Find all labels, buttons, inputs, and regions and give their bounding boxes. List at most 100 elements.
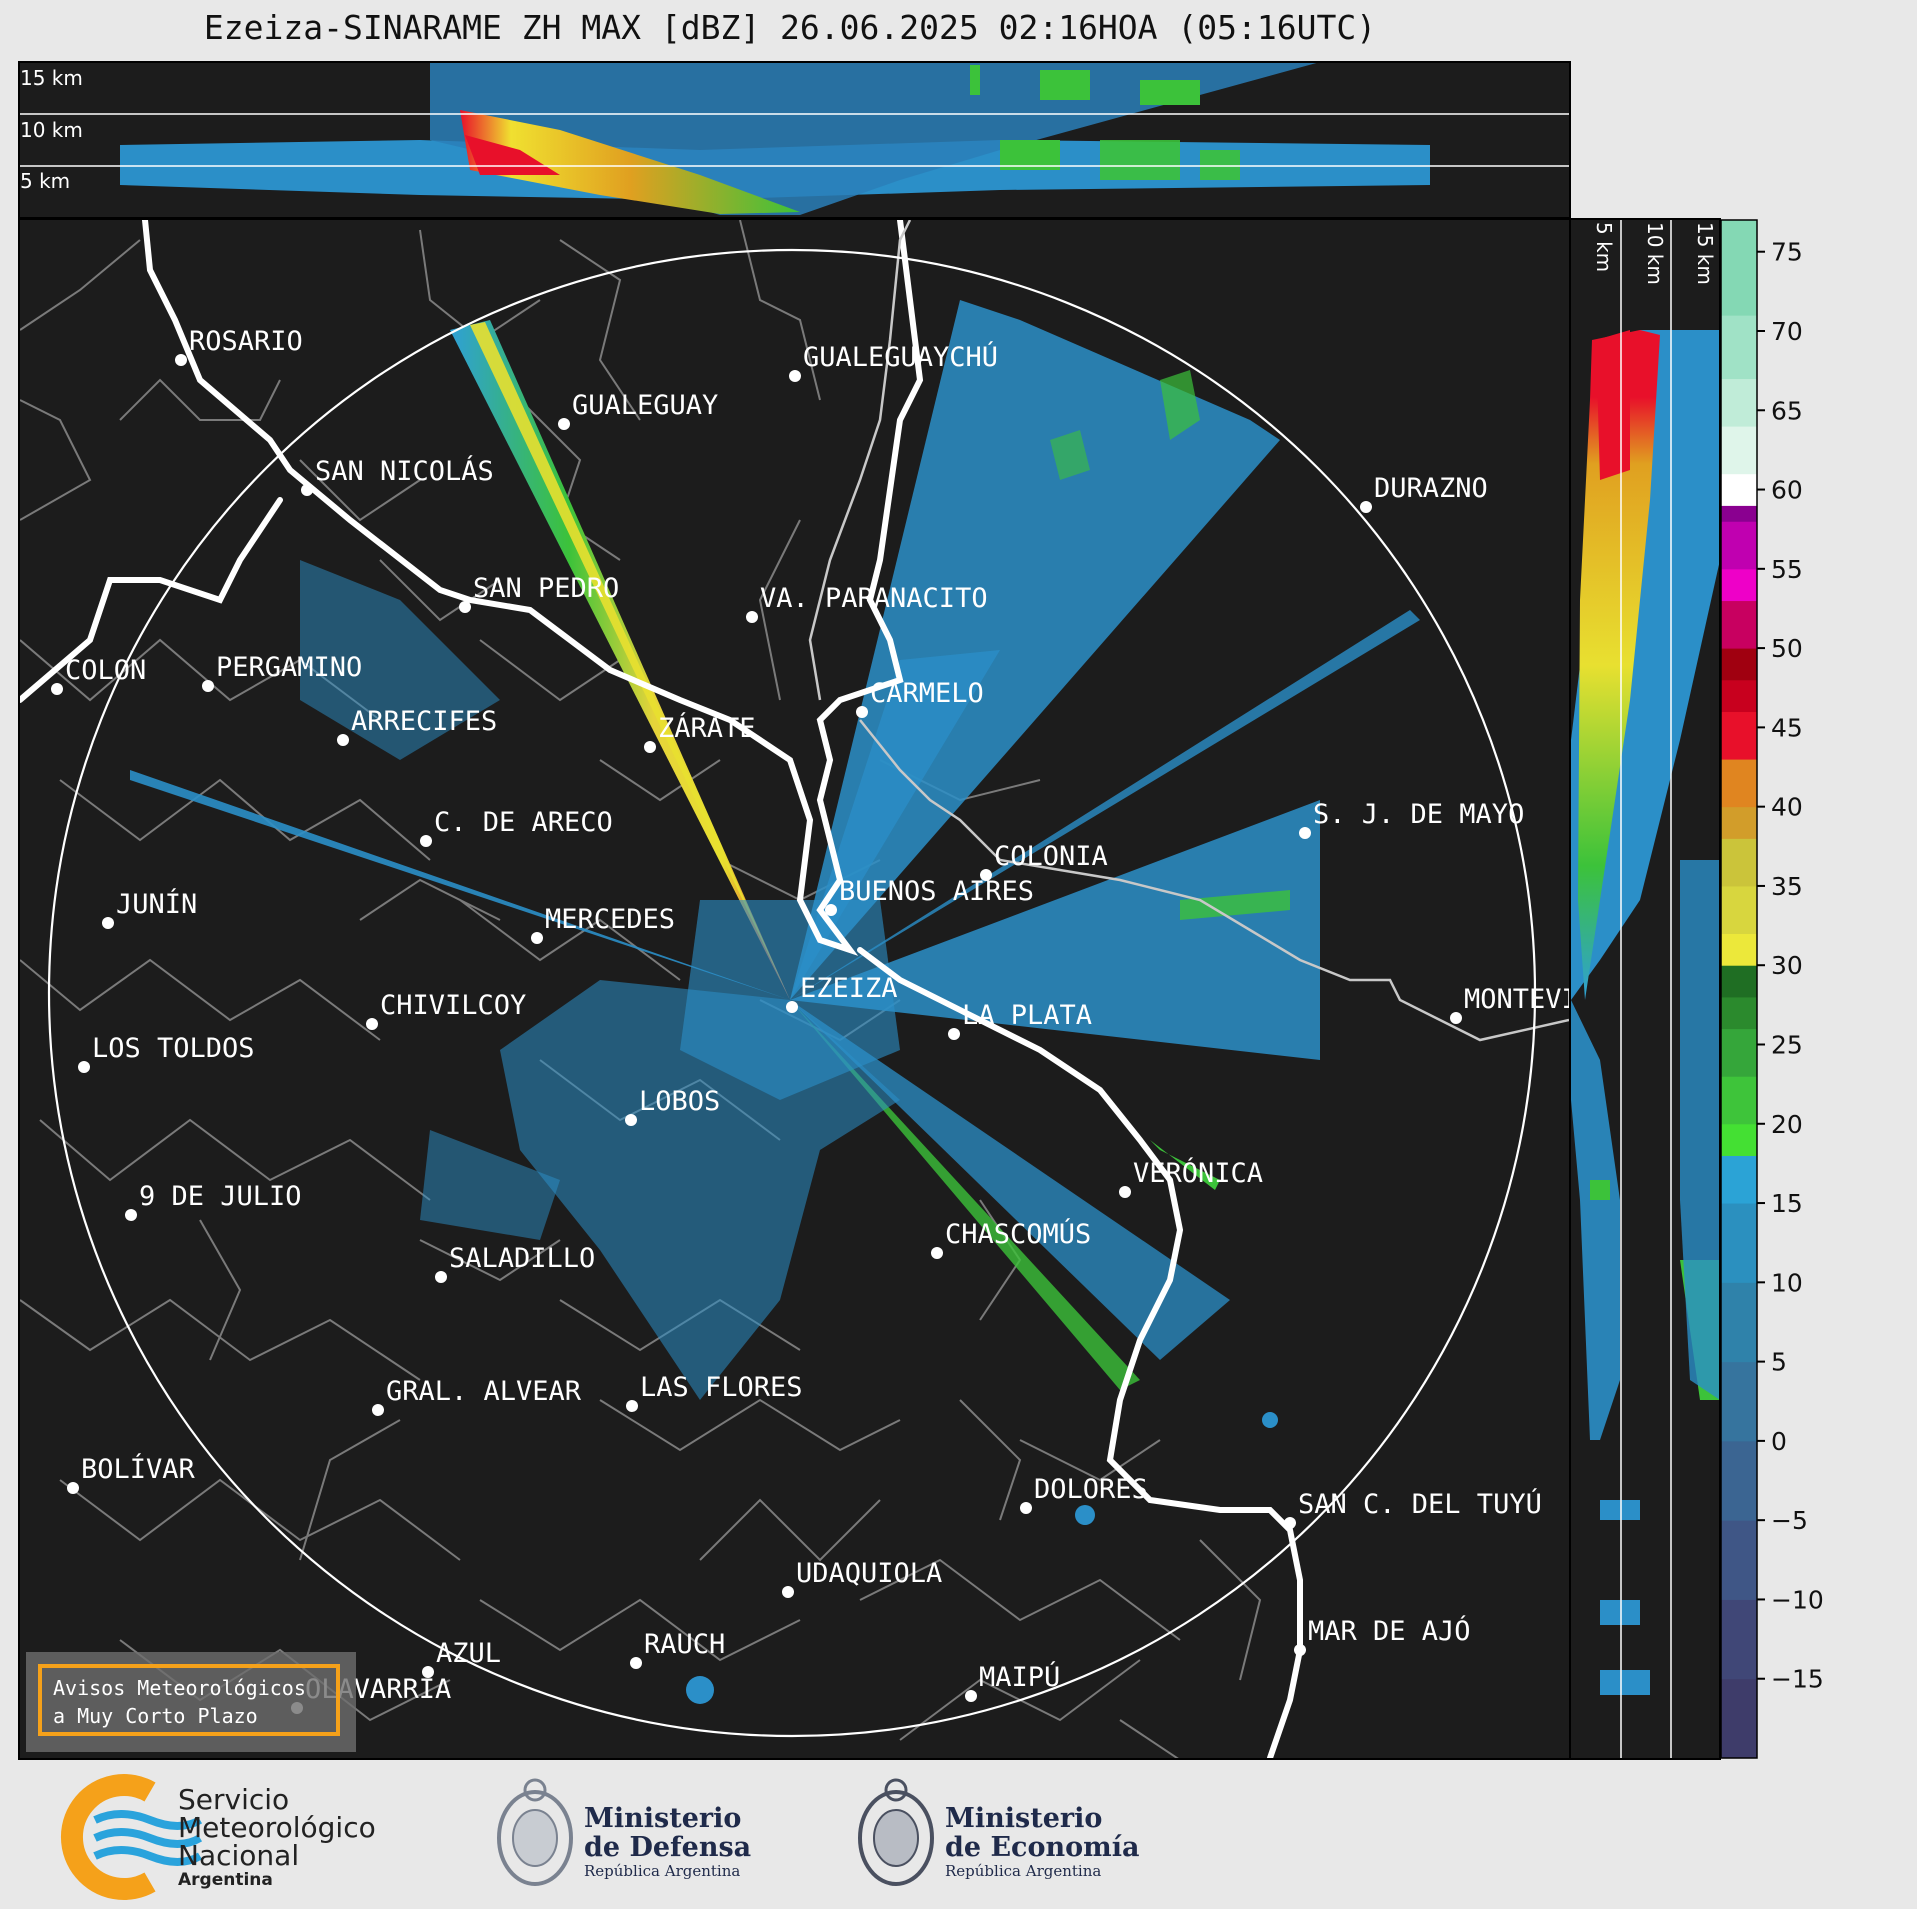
city-label: MAR DE AJÓ: [1308, 1615, 1471, 1647]
colorbar-band: [1721, 806, 1757, 839]
city-marker: VA. PARANACITO: [746, 583, 988, 623]
city-marker: CARMELO: [856, 678, 984, 718]
defensa-seal-icon: [497, 1778, 573, 1886]
city-dot-icon: [786, 1001, 798, 1013]
city-marker: LOS TOLDOS: [78, 1033, 255, 1073]
smn-line3: Nacional: [178, 1839, 300, 1872]
city-marker: ZÁRATE: [644, 712, 756, 753]
colorbar-tick-label: 5: [1771, 1348, 1787, 1377]
coastline: [20, 220, 1303, 1758]
city-marker: LAS FLORES: [626, 1372, 803, 1412]
city-marker: SALADILLO: [435, 1243, 595, 1283]
smn-line1: Servicio: [178, 1783, 290, 1816]
city-dot-icon: [1299, 827, 1311, 839]
city-marker: GUALEGUAYCHÚ: [789, 341, 998, 382]
city-dot-icon: [625, 1114, 637, 1126]
city-dot-icon: [78, 1061, 90, 1073]
colorbar-tick-label: 70: [1771, 317, 1803, 346]
avisos-line2: a Muy Corto Plazo: [53, 1704, 258, 1728]
colorbar-band: [1721, 521, 1757, 570]
city-dot-icon: [856, 706, 868, 718]
city-label: CARMELO: [870, 678, 984, 709]
side-height-label-15km: 15 km: [1693, 222, 1717, 285]
city-marker: S. J. DE MAYO: [1299, 799, 1524, 839]
city-dot-icon: [102, 917, 114, 929]
colorbar-band: [1721, 1599, 1757, 1680]
city-labels: ROSARIO GUALEGUAYCHÚ GUALEGUAY SAN NICOLÁS D…: [51, 326, 1569, 1714]
city-dot-icon: [422, 1666, 434, 1678]
colorbar-band: [1721, 1155, 1757, 1204]
city-marker: GRAL. ALVEAR: [372, 1376, 582, 1416]
city-marker: MERCEDES: [531, 904, 675, 944]
city-dot-icon: [1450, 1012, 1462, 1024]
colorbar-band: [1721, 1028, 1757, 1077]
city-marker: SAN C. DEL TUYÚ: [1284, 1488, 1542, 1529]
city-marker: ROSARIO: [175, 326, 303, 366]
city-label: LOBOS: [639, 1086, 720, 1117]
colorbar-tick-label: 55: [1771, 555, 1803, 584]
city-marker: DOLORES: [1020, 1474, 1148, 1514]
city-label: DOLORES: [1034, 1474, 1148, 1505]
city-dot-icon: [630, 1657, 642, 1669]
city-label: C. DE ARECO: [434, 807, 613, 838]
side-cross-section: 5 km 10 km 15 km: [1569, 218, 1721, 1760]
side-height-label-10km: 10 km: [1643, 222, 1667, 285]
colorbar-band: [1721, 315, 1757, 380]
city-label: RAUCH: [644, 1629, 725, 1660]
city-label: ARRECIFES: [351, 706, 497, 737]
city-label: SAN PEDRO: [473, 573, 619, 604]
economia-logo-text: Ministerio de Economía República Argenti…: [945, 1804, 1139, 1880]
city-marker: CHASCOMÚS: [931, 1218, 1091, 1259]
city-label: UDAQUIOLA: [796, 1558, 942, 1589]
city-label: COLON: [65, 655, 146, 686]
city-dot-icon: [980, 869, 992, 881]
city-dot-icon: [175, 354, 187, 366]
economia-line2: de Economía: [945, 1832, 1140, 1863]
colorbar-band: [1721, 711, 1757, 760]
city-label: ZÁRATE: [658, 712, 756, 744]
city-marker: EZEIZA: [786, 973, 898, 1013]
city-dot-icon: [67, 1482, 79, 1494]
city-marker: LA PLATA: [948, 1000, 1092, 1040]
colorbar-band: [1721, 1123, 1757, 1156]
city-marker: PERGAMINO: [202, 652, 362, 692]
city-dot-icon: [372, 1404, 384, 1416]
city-marker: SAN NICOLÁS: [301, 455, 494, 496]
colorbar-band: [1721, 220, 1757, 316]
colorbar-band: [1721, 1440, 1757, 1521]
city-dot-icon: [51, 683, 63, 695]
city-label: JUNÍN: [116, 888, 197, 920]
colorbar-tick-label: 75: [1771, 238, 1803, 267]
smn-logo: [61, 1774, 203, 1900]
city-label: BOLÍVAR: [81, 1453, 196, 1485]
city-dot-icon: [931, 1247, 943, 1259]
avisos-line1: Avisos Meteorológicos: [53, 1676, 306, 1700]
city-marker: VERÓNICA: [1119, 1157, 1263, 1198]
city-label: LOS TOLDOS: [92, 1033, 255, 1064]
city-marker: C. DE ARECO: [420, 807, 613, 847]
city-dot-icon: [626, 1400, 638, 1412]
colorbar-band: [1721, 600, 1757, 649]
city-label: SALADILLO: [449, 1243, 595, 1274]
avisos-box[interactable]: Avisos Meteorológicos a Muy Corto Plazo: [38, 1664, 340, 1736]
colorbar-band: [1721, 426, 1757, 475]
colorbar-band: [1721, 1520, 1757, 1600]
colorbar-tick-label: 15: [1771, 1189, 1803, 1218]
city-label: GUALEGUAYCHÚ: [803, 341, 998, 373]
colorbar-tick-label: −5: [1771, 1506, 1808, 1535]
city-label: LA PLATA: [962, 1000, 1092, 1031]
colorbar-tick-label: 40: [1771, 793, 1803, 822]
colorbar-band: [1721, 648, 1757, 681]
city-label: VERÓNICA: [1133, 1157, 1263, 1189]
city-marker: MONTEVIDEO: [1450, 984, 1569, 1024]
city-dot-icon: [202, 680, 214, 692]
city-label: SAN NICOLÁS: [315, 455, 494, 487]
city-dot-icon: [1360, 501, 1372, 513]
city-label: MAIPÚ: [979, 1661, 1060, 1693]
colorbar-band: [1721, 1203, 1757, 1283]
city-label: BUENOS AIRES: [839, 876, 1034, 907]
colorbar-band: [1721, 933, 1757, 966]
city-label: SAN C. DEL TUYÚ: [1298, 1488, 1542, 1520]
city-dot-icon: [531, 932, 543, 944]
